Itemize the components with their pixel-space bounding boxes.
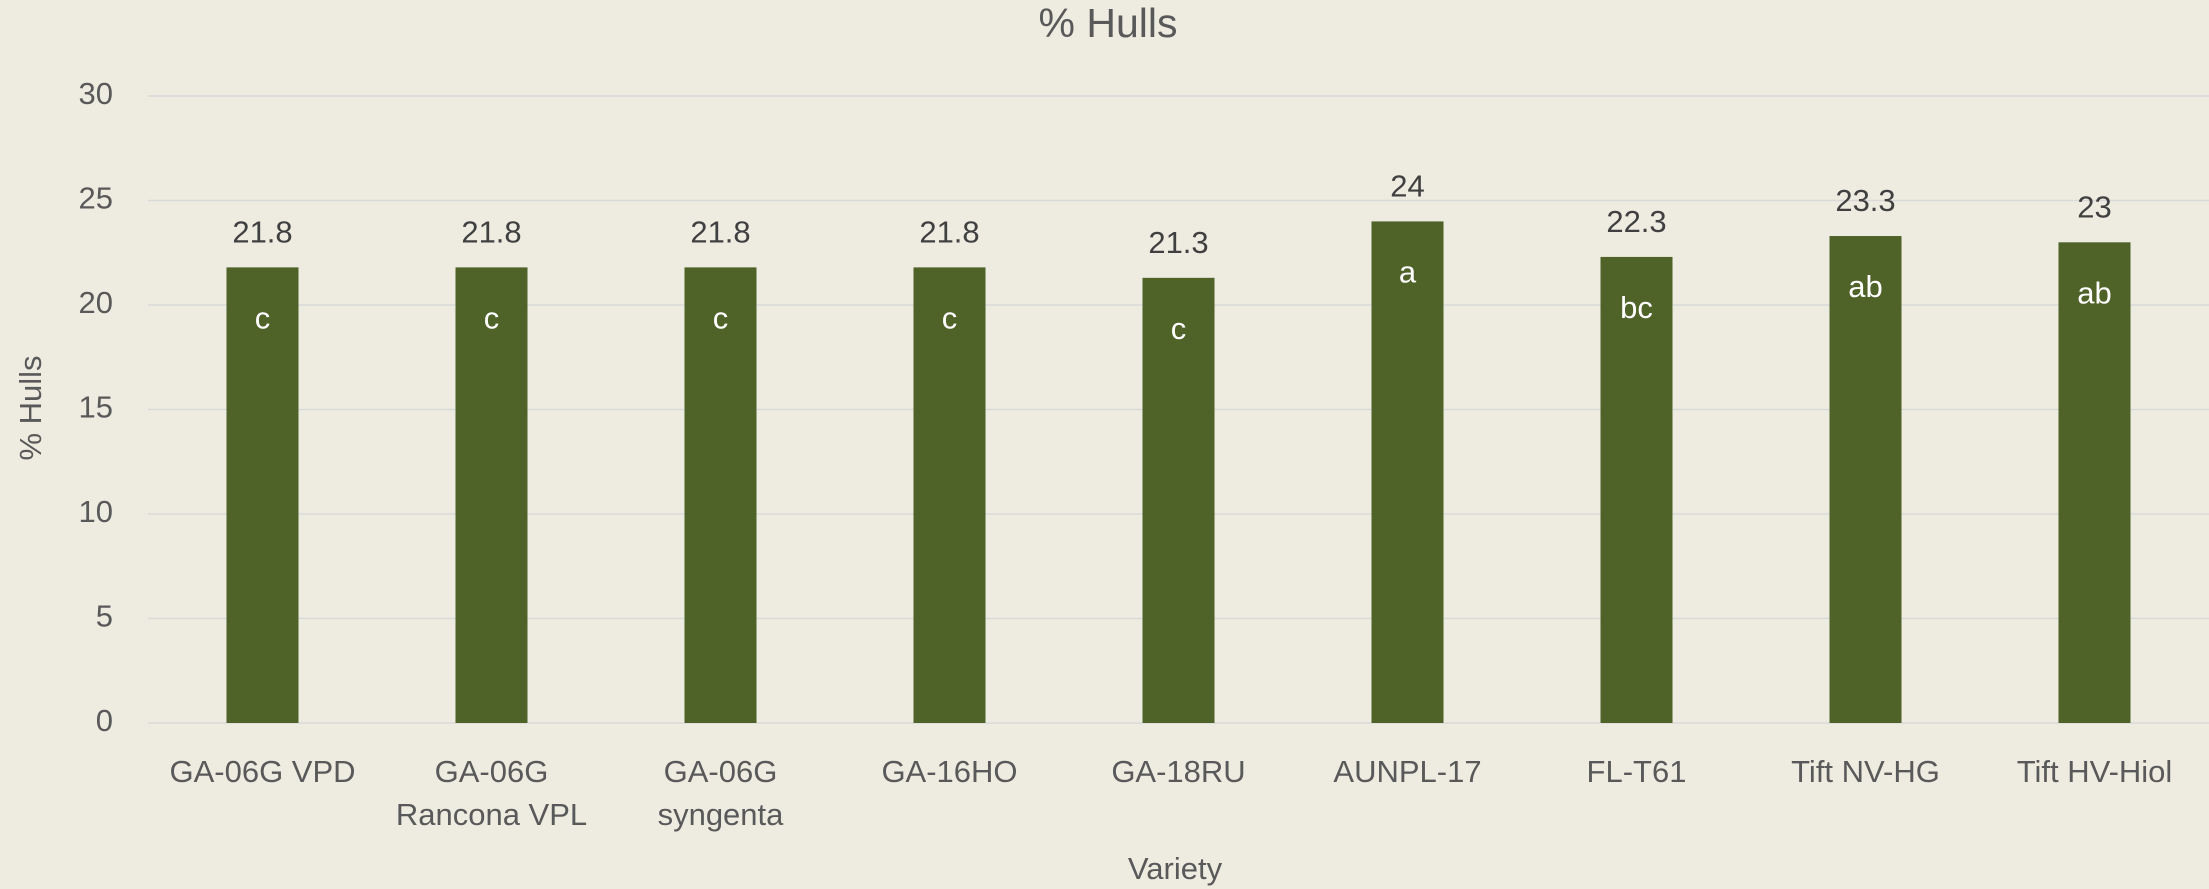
x-tick-label: GA-06G VPD [152,750,373,793]
y-tick-label: 25 [79,181,113,216]
chart: % Hulls % Hulls Variety 0 5 10 15 20 25 30 21.8… [0,0,2209,889]
y-tick-label: 0 [96,703,113,738]
bar [1830,236,1902,723]
y-tick-label: 10 [79,494,113,529]
data-label: 23 [2077,189,2111,224]
data-label: 24 [1390,169,1424,204]
x-tick-label: Tift HV-Hiol [1984,750,2205,793]
data-label: 21.8 [690,215,750,250]
bar [227,267,299,723]
significance-letter: ab [2077,275,2111,310]
significance-letter: ab [1848,269,1882,304]
x-tick-label: GA-16HO [839,750,1060,793]
data-label: 22.3 [1606,204,1666,239]
x-tick-label: GA-18RU [1068,750,1289,793]
significance-letter: c [255,301,271,336]
bar [456,267,528,723]
data-label: 21.8 [461,215,521,250]
chart-title: % Hulls [1039,0,1178,46]
data-label: 21.8 [919,215,979,250]
significance-letter: bc [1620,290,1653,325]
x-tick-label: Tift NV-HG [1755,750,1976,793]
x-axis-label: Variety [1128,851,1223,886]
bar [1372,221,1444,723]
data-label: 21.8 [232,215,292,250]
x-tick-label: FL-T61 [1526,750,1747,793]
data-label: 21.3 [1148,225,1208,260]
x-tick-label: AUNPL-17 [1297,750,1518,793]
bar [2059,242,2131,723]
significance-letter: c [713,301,729,336]
bar [685,267,757,723]
y-tick-label: 5 [96,599,113,634]
y-tick-label: 15 [79,390,113,425]
significance-letter: c [942,301,958,336]
significance-letter: c [484,301,500,336]
x-tick-label: GA-06G syngenta [610,750,831,836]
y-tick-label: 20 [79,285,113,320]
y-axis-label: % Hulls [13,355,48,460]
y-tick-label: 30 [79,76,113,111]
data-label: 23.3 [1835,183,1895,218]
bar [1601,257,1673,723]
significance-letter: a [1399,255,1417,290]
x-tick-label: GA-06G Rancona VPL [381,750,602,836]
significance-letter: c [1171,311,1187,346]
bar [914,267,986,723]
